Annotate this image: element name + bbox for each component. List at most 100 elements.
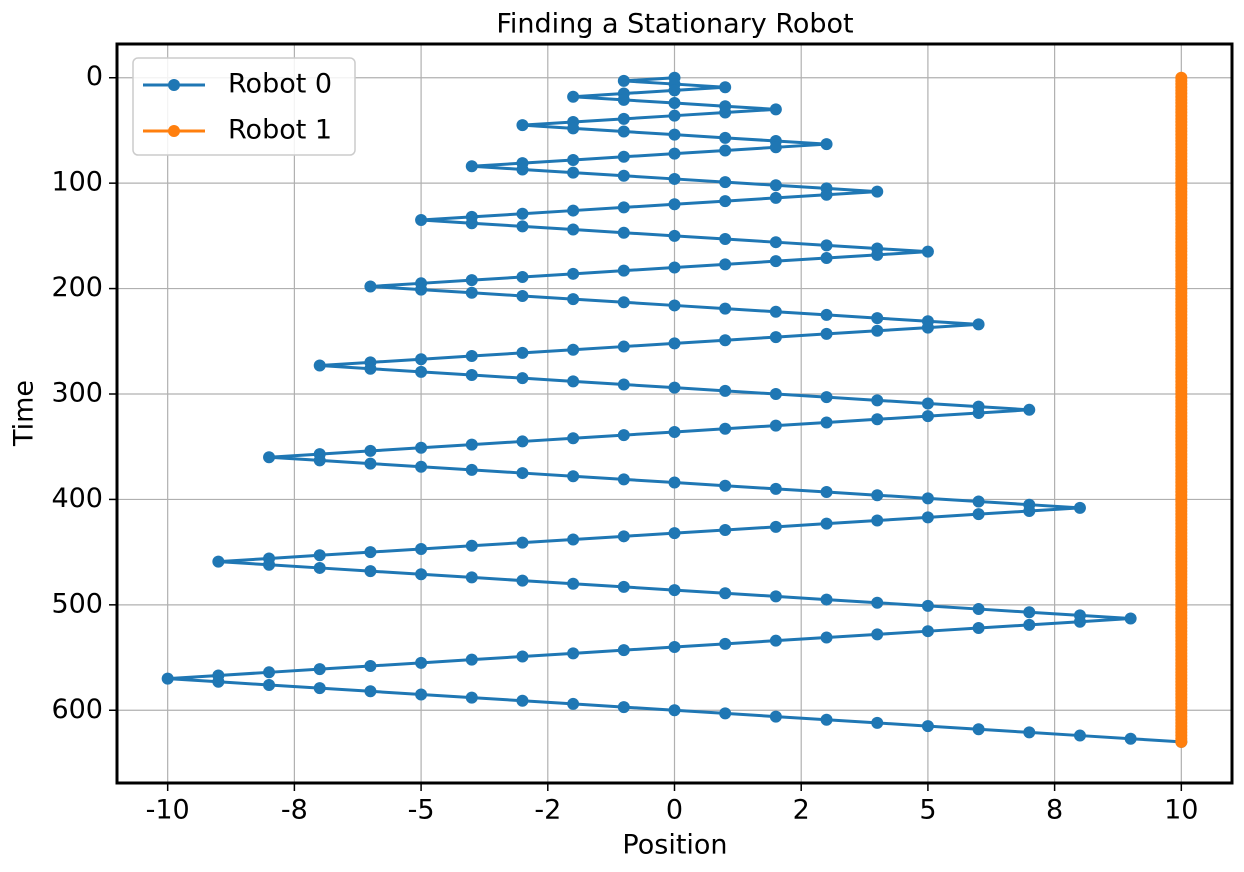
data-point	[516, 163, 529, 176]
x-axis-label: Position	[622, 830, 727, 861]
data-point	[1175, 735, 1188, 748]
data-point	[769, 419, 782, 432]
data-point	[465, 463, 478, 476]
data-point	[972, 603, 985, 616]
data-point	[567, 267, 580, 280]
data-point	[313, 682, 326, 695]
plot-frame	[115, 42, 1234, 785]
data-point	[769, 305, 782, 318]
data-point	[1023, 403, 1036, 416]
x-tick-label: -8	[281, 795, 308, 826]
data-point	[313, 454, 326, 467]
data-point	[820, 188, 833, 201]
data-point	[871, 489, 884, 502]
data-point	[415, 656, 428, 669]
data-point	[719, 176, 732, 189]
data-point	[668, 84, 681, 97]
data-point	[769, 191, 782, 204]
data-point	[1073, 501, 1086, 514]
data-point	[769, 482, 782, 495]
data-point	[820, 252, 833, 265]
data-point	[972, 723, 985, 736]
data-point	[617, 429, 630, 442]
data-point	[617, 296, 630, 309]
data-point	[465, 286, 478, 299]
data-point	[668, 299, 681, 312]
data-point	[465, 160, 478, 173]
data-point	[769, 179, 782, 192]
data-point	[617, 74, 630, 87]
data-point	[769, 590, 782, 603]
data-point	[516, 289, 529, 302]
data-point	[567, 375, 580, 388]
data-point	[719, 422, 732, 435]
data-point	[972, 495, 985, 508]
data-point	[668, 704, 681, 717]
data-point	[871, 394, 884, 407]
data-point	[820, 517, 833, 530]
data-point	[1124, 612, 1137, 625]
data-point	[617, 580, 630, 593]
x-tick-label: -2	[534, 795, 561, 826]
data-point	[668, 198, 681, 211]
data-point	[769, 387, 782, 400]
data-point	[719, 195, 732, 208]
data-point	[1023, 606, 1036, 619]
data-point	[820, 138, 833, 151]
data-point	[617, 701, 630, 714]
data-point	[567, 647, 580, 660]
x-tick-label: 0	[666, 795, 683, 826]
data-point	[719, 233, 732, 246]
data-point	[567, 293, 580, 306]
data-point	[921, 245, 934, 258]
data-point	[871, 324, 884, 337]
data-point	[1073, 729, 1086, 742]
data-point	[719, 707, 732, 720]
data-point	[972, 406, 985, 419]
x-tick-label: 2	[793, 795, 810, 826]
legend-marker	[168, 79, 180, 91]
data-point	[161, 672, 174, 685]
legend-label: Robot 0	[228, 69, 332, 100]
data-point	[364, 685, 377, 698]
chart-title: Finding a Stationary Robot	[496, 9, 853, 40]
y-tick-label: 300	[51, 377, 103, 408]
data-point	[567, 204, 580, 217]
data-point	[921, 410, 934, 423]
data-point	[516, 536, 529, 549]
data-point	[415, 214, 428, 227]
data-point	[820, 713, 833, 726]
data-point	[668, 261, 681, 274]
data-point	[769, 520, 782, 533]
data-point	[820, 631, 833, 644]
data-point	[364, 565, 377, 578]
data-point	[516, 435, 529, 448]
data-point	[769, 236, 782, 249]
data-point	[769, 103, 782, 116]
data-point	[719, 523, 732, 536]
data-point	[820, 416, 833, 429]
data-point	[567, 343, 580, 356]
data-point	[313, 561, 326, 574]
data-point	[364, 362, 377, 375]
data-point	[516, 119, 529, 132]
data-point	[617, 473, 630, 486]
data-point	[567, 90, 580, 103]
data-point	[617, 112, 630, 125]
data-point	[415, 460, 428, 473]
data-point	[465, 653, 478, 666]
data-point	[719, 637, 732, 650]
data-point	[668, 476, 681, 489]
data-point	[212, 555, 225, 568]
data-point	[719, 384, 732, 397]
x-tick-label: 8	[1046, 795, 1063, 826]
data-point	[921, 492, 934, 505]
x-tick-label: -10	[146, 795, 190, 826]
data-point	[617, 169, 630, 182]
data-point	[415, 688, 428, 701]
data-point	[465, 350, 478, 363]
data-point	[516, 467, 529, 480]
data-point	[212, 675, 225, 688]
data-point	[465, 691, 478, 704]
y-tick-label: 200	[51, 272, 103, 303]
